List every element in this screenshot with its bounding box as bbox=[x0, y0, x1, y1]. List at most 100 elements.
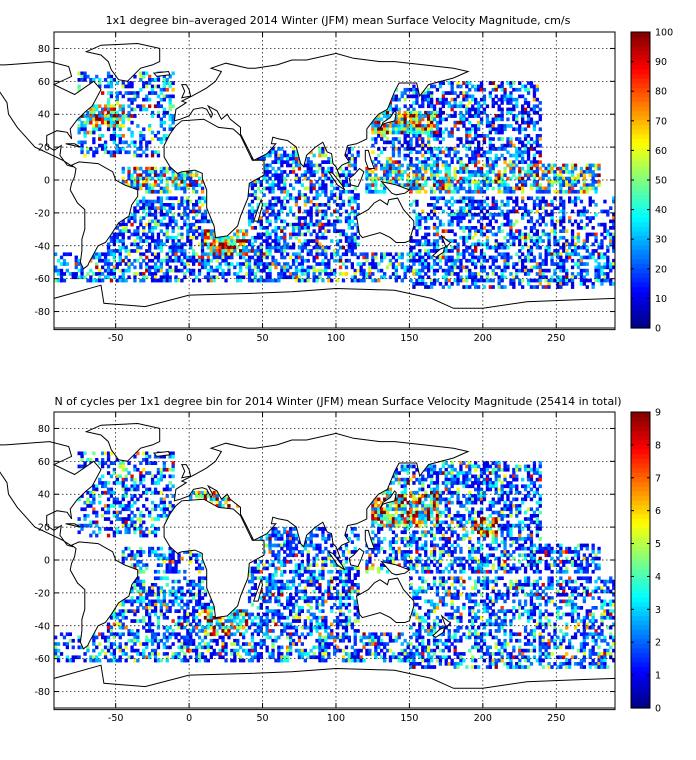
data-bin bbox=[168, 249, 172, 253]
data-bin bbox=[112, 481, 116, 485]
data-bin bbox=[453, 104, 457, 109]
data-bin bbox=[130, 101, 134, 105]
data-bin bbox=[444, 163, 448, 168]
data-bin bbox=[139, 265, 143, 270]
data-bin bbox=[103, 140, 108, 145]
data-bin bbox=[206, 235, 210, 240]
data-bin bbox=[465, 81, 469, 85]
data-bin bbox=[585, 183, 589, 187]
data-bin bbox=[532, 107, 537, 112]
data-bin bbox=[468, 471, 472, 475]
data-bin bbox=[477, 101, 481, 105]
data-bin bbox=[150, 272, 155, 276]
data-bin bbox=[139, 104, 143, 109]
data-bin bbox=[280, 226, 284, 230]
data-bin bbox=[162, 87, 166, 92]
data-bin bbox=[262, 232, 266, 237]
data-bin bbox=[156, 242, 161, 247]
data-bin bbox=[180, 203, 184, 207]
data-bin bbox=[515, 252, 519, 257]
data-bin bbox=[388, 120, 393, 125]
data-bin bbox=[412, 84, 416, 89]
data-bin bbox=[165, 87, 169, 92]
data-bin bbox=[265, 255, 269, 260]
data-bin bbox=[268, 275, 272, 280]
data-bin bbox=[312, 222, 316, 227]
data-bin bbox=[186, 203, 190, 207]
data-bin bbox=[83, 451, 87, 456]
data-bin bbox=[333, 252, 337, 257]
data-bin bbox=[344, 180, 349, 184]
data-bin bbox=[547, 239, 551, 243]
data-bin bbox=[474, 160, 478, 164]
data-bin bbox=[54, 252, 58, 257]
data-bin bbox=[365, 166, 369, 171]
data-bin bbox=[421, 209, 425, 214]
data-bin bbox=[150, 203, 155, 207]
data-bin bbox=[532, 163, 537, 168]
data-bin bbox=[315, 222, 319, 227]
data-bin bbox=[506, 101, 510, 105]
data-bin bbox=[171, 258, 175, 263]
data-bin bbox=[415, 278, 419, 283]
data-bin bbox=[148, 212, 152, 217]
data-bin bbox=[444, 173, 448, 178]
data-bin bbox=[150, 176, 155, 181]
data-bin bbox=[297, 176, 302, 181]
data-bin bbox=[289, 222, 293, 227]
data-bin bbox=[435, 173, 440, 178]
data-bin bbox=[474, 242, 478, 247]
data-bin bbox=[477, 212, 481, 217]
y-tick-label: 0 bbox=[44, 176, 50, 187]
data-bin bbox=[435, 255, 440, 260]
data-bin bbox=[559, 196, 563, 201]
data-bin bbox=[54, 268, 58, 273]
data-bin bbox=[183, 262, 187, 266]
data-bin bbox=[418, 242, 422, 247]
data-bin bbox=[485, 464, 490, 469]
data-bin bbox=[365, 252, 369, 257]
data-bin bbox=[465, 464, 469, 469]
data-bin bbox=[477, 484, 481, 489]
data-bin bbox=[556, 242, 560, 247]
data-bin bbox=[200, 232, 205, 237]
data-bin bbox=[573, 166, 578, 171]
data-bin bbox=[603, 275, 607, 280]
data-bin bbox=[145, 249, 149, 253]
data-bin bbox=[186, 262, 190, 266]
data-bin bbox=[62, 272, 67, 276]
data-bin bbox=[521, 216, 525, 220]
data-bin bbox=[521, 117, 525, 122]
data-bin bbox=[497, 265, 501, 270]
data-bin bbox=[468, 219, 472, 224]
data-bin bbox=[195, 180, 199, 184]
data-bin bbox=[186, 268, 190, 273]
data-bin bbox=[383, 114, 387, 118]
data-bin bbox=[562, 249, 566, 253]
data-bin bbox=[509, 107, 513, 112]
data-bin bbox=[488, 245, 492, 250]
data-bin bbox=[250, 199, 255, 204]
data-bin bbox=[374, 130, 378, 135]
data-bin bbox=[477, 183, 481, 187]
data-bin bbox=[303, 176, 307, 181]
data-bin bbox=[532, 199, 537, 204]
data-bin bbox=[597, 255, 601, 260]
data-bin bbox=[541, 199, 545, 204]
data-bin bbox=[124, 490, 128, 495]
data-bin bbox=[559, 166, 563, 171]
data-bin bbox=[206, 278, 210, 283]
data-bin bbox=[327, 222, 331, 227]
data-bin bbox=[444, 484, 448, 489]
data-bin bbox=[456, 180, 460, 184]
data-bin bbox=[491, 255, 495, 260]
data-bin bbox=[303, 173, 307, 178]
data-bin bbox=[133, 249, 137, 253]
data-bin bbox=[512, 117, 516, 122]
data-bin bbox=[197, 206, 202, 210]
data-bin bbox=[506, 239, 510, 243]
data-bin bbox=[512, 285, 516, 289]
data-bin bbox=[409, 183, 413, 187]
data-bin bbox=[333, 186, 337, 191]
data-bin bbox=[303, 199, 307, 204]
